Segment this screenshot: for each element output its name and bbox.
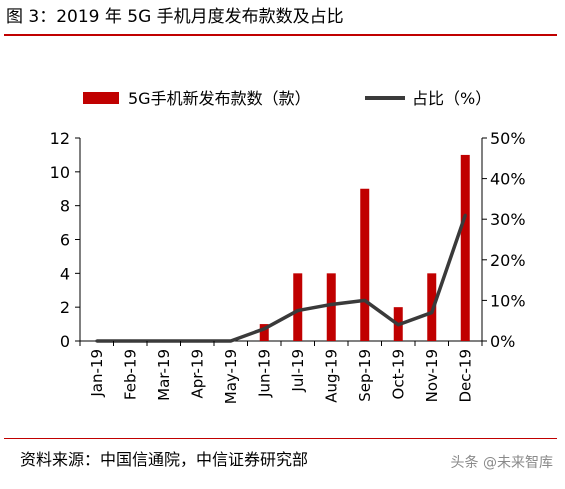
line-point-Nov-19 bbox=[430, 311, 434, 315]
line-point-Feb-19 bbox=[128, 339, 132, 343]
x-tick-label: Apr-19 bbox=[188, 349, 206, 399]
x-tick-label: Jan-19 bbox=[88, 349, 106, 398]
line-point-Jul-19 bbox=[296, 309, 300, 313]
bar-Sep-19 bbox=[360, 188, 370, 341]
x-tick-label: Dec-19 bbox=[456, 349, 474, 403]
line-point-Dec-19 bbox=[463, 213, 467, 217]
bar-Nov-19 bbox=[427, 273, 437, 341]
bar-Jun-19 bbox=[259, 324, 269, 341]
line-point-Mar-19 bbox=[162, 339, 166, 343]
x-tick-label: May-19 bbox=[222, 349, 240, 404]
line-series bbox=[95, 213, 467, 343]
y-right-tick-label: 10% bbox=[490, 291, 526, 310]
y-left-tick-label: 0 bbox=[60, 332, 70, 351]
line-share bbox=[96, 214, 467, 343]
combo-chart: 5G手机新发布款数（款） 占比（%） 0 2 4 6 8 10 12 0% 10% 20% 30% 40… bbox=[50, 89, 526, 404]
line-point-Jan-19 bbox=[95, 339, 99, 343]
y-right-tick-label: 0% bbox=[490, 332, 515, 351]
title-divider bbox=[4, 34, 557, 36]
x-axis-ticks: Jan-19 Feb-19 Mar-19 Apr-19 May-19 Jun-19 Jul-… bbox=[79, 341, 483, 404]
x-tick-label: Feb-19 bbox=[121, 349, 139, 400]
figure-title: 图 3：2019 年 5G 手机月度发布款数及占比 bbox=[6, 7, 344, 27]
legend-swatch-bar bbox=[83, 92, 119, 104]
y-left-tick-label: 4 bbox=[60, 264, 70, 283]
line-point-Apr-19 bbox=[195, 339, 199, 343]
y-left-tick-label: 10 bbox=[50, 163, 70, 182]
line-point-Jun-19 bbox=[262, 327, 266, 331]
x-tick-label: Jul-19 bbox=[289, 349, 307, 393]
x-tick-label: Aug-19 bbox=[322, 349, 340, 403]
y-right-tick-label: 20% bbox=[490, 251, 526, 270]
line-point-May-19 bbox=[229, 339, 233, 343]
legend-label-line: 占比（%） bbox=[412, 89, 491, 108]
x-tick-label: Nov-19 bbox=[423, 349, 441, 402]
source-divider bbox=[4, 438, 557, 439]
legend-label-bar: 5G手机新发布款数（款） bbox=[128, 89, 311, 108]
y-right-tick-label: 40% bbox=[490, 170, 526, 189]
bar-Jul-19 bbox=[293, 273, 303, 341]
line-point-Sep-19 bbox=[363, 298, 367, 302]
y-left-tick-label: 8 bbox=[60, 197, 70, 216]
x-tick-label: Jun-19 bbox=[255, 349, 273, 398]
y-right-tick-label: 50% bbox=[490, 129, 526, 148]
x-tick-label: Sep-19 bbox=[356, 349, 374, 402]
y-left-tick-label: 6 bbox=[60, 231, 70, 250]
line-point-Aug-19 bbox=[329, 302, 333, 306]
line-point-Oct-19 bbox=[396, 323, 400, 327]
y-left-tick-label: 12 bbox=[50, 129, 70, 148]
y-right-tick-label: 30% bbox=[490, 210, 526, 229]
legend: 5G手机新发布款数（款） 占比（%） bbox=[83, 89, 491, 108]
x-tick-label: Oct-19 bbox=[389, 349, 407, 399]
watermark: 头条 @未来智库 bbox=[450, 455, 553, 471]
bar-Aug-19 bbox=[326, 273, 336, 341]
source-note: 资料来源：中国信通院，中信证券研究部 bbox=[20, 450, 309, 469]
x-tick-label: Mar-19 bbox=[155, 349, 173, 401]
y-left-tick-label: 2 bbox=[60, 298, 70, 317]
bar-Dec-19 bbox=[460, 154, 470, 341]
